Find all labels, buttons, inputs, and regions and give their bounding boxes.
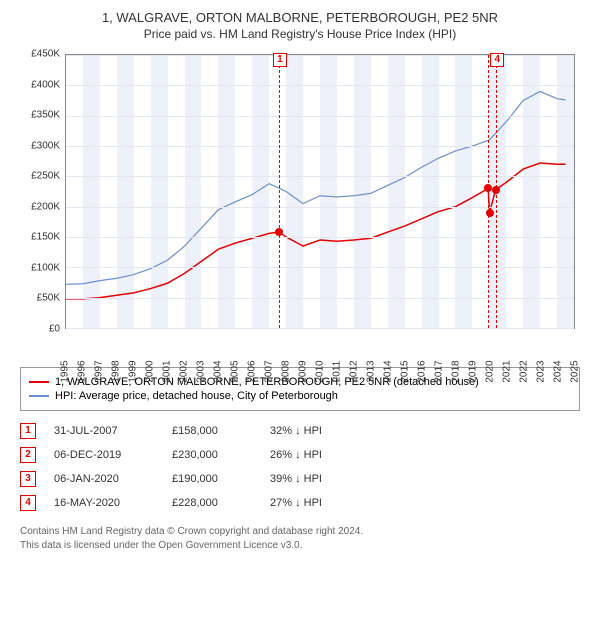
x-tick-label: 2015	[400, 360, 411, 382]
x-tick-label: 2013	[366, 360, 377, 382]
sale-row: 3 06-JAN-2020 £190,000 39% ↓ HPI	[20, 467, 580, 491]
y-tick-label: £450K	[31, 49, 60, 60]
x-tick-label: 2006	[247, 360, 258, 382]
x-tick-label: 2001	[162, 360, 173, 382]
x-tick-label: 2011	[332, 361, 343, 383]
y-tick-label: £300K	[31, 140, 60, 151]
footer: Contains HM Land Registry data © Crown c…	[20, 525, 580, 553]
footer-line: Contains HM Land Registry data © Crown c…	[20, 525, 580, 539]
x-tick-label: 2004	[213, 360, 224, 382]
x-tick-label: 1996	[77, 360, 88, 382]
sale-price: £230,000	[172, 449, 252, 461]
y-tick-label: £150K	[31, 232, 60, 243]
x-tick-label: 2019	[468, 360, 479, 382]
x-tick-label: 2018	[451, 360, 462, 382]
footer-line: This data is licensed under the Open Gov…	[20, 539, 580, 553]
x-tick-label: 1998	[111, 360, 122, 382]
x-tick-label: 2014	[383, 360, 394, 382]
sale-price: £190,000	[172, 473, 252, 485]
x-tick-label: 2012	[349, 360, 360, 382]
y-tick-label: £400K	[31, 79, 60, 90]
y-tick-label: £0	[49, 324, 60, 335]
gridline	[66, 207, 574, 208]
x-tick-label: 2016	[417, 360, 428, 382]
sale-point	[486, 209, 494, 217]
sales-table: 1 31-JUL-2007 £158,000 32% ↓ HPI 2 06-DEC-201…	[20, 419, 580, 515]
x-tick-label: 2023	[536, 360, 547, 382]
legend-item: HPI: Average price, detached house, City…	[29, 390, 571, 402]
x-tick-label: 2005	[230, 360, 241, 382]
sale-price: £158,000	[172, 425, 252, 437]
legend-swatch	[29, 395, 49, 397]
chart: 14 £0£50K£100K£150K£200K£250K£300K£350K£…	[20, 49, 580, 359]
sale-index: 2	[20, 447, 36, 463]
sale-point	[275, 228, 283, 236]
gridline	[66, 116, 574, 117]
sale-delta: 27% ↓ HPI	[270, 497, 370, 509]
sale-point	[492, 186, 500, 194]
x-tick-label: 2002	[179, 360, 190, 382]
sale-date: 16-MAY-2020	[54, 497, 154, 509]
x-tick-label: 2008	[281, 360, 292, 382]
chart-title: 1, WALGRAVE, ORTON MALBORNE, PETERBOROUG…	[8, 10, 592, 25]
gridline	[66, 85, 574, 86]
series-line	[66, 163, 566, 299]
sale-row: 1 31-JUL-2007 £158,000 32% ↓ HPI	[20, 419, 580, 443]
sale-price: £228,000	[172, 497, 252, 509]
sale-index: 3	[20, 471, 36, 487]
legend-swatch	[29, 381, 49, 383]
sale-delta: 32% ↓ HPI	[270, 425, 370, 437]
x-tick-label: 2009	[298, 360, 309, 382]
x-tick-label: 1995	[60, 360, 71, 382]
y-tick-label: £50K	[37, 293, 60, 304]
sale-date: 06-DEC-2019	[54, 449, 154, 461]
sale-index: 1	[20, 423, 36, 439]
gridline	[66, 146, 574, 147]
marker-box: 4	[490, 53, 504, 67]
x-tick-label: 2000	[145, 360, 156, 382]
sale-index: 4	[20, 495, 36, 511]
x-tick-label: 2017	[434, 360, 445, 382]
y-tick-label: £200K	[31, 201, 60, 212]
x-tick-label: 2010	[315, 360, 326, 382]
sale-delta: 26% ↓ HPI	[270, 449, 370, 461]
gridline	[66, 298, 574, 299]
y-tick-label: £250K	[31, 171, 60, 182]
x-tick-label: 2021	[502, 360, 513, 382]
x-tick-label: 1997	[94, 360, 105, 382]
x-tick-label: 2022	[519, 360, 530, 382]
legend-label: HPI: Average price, detached house, City…	[55, 390, 338, 402]
sale-row: 4 16-MAY-2020 £228,000 27% ↓ HPI	[20, 491, 580, 515]
marker-box: 1	[273, 53, 287, 67]
sale-date: 31-JUL-2007	[54, 425, 154, 437]
y-tick-label: £350K	[31, 110, 60, 121]
x-tick-label: 2020	[485, 360, 496, 382]
gridline	[66, 237, 574, 238]
sale-date: 06-JAN-2020	[54, 473, 154, 485]
plot-area: 14	[65, 54, 575, 329]
gridline	[66, 176, 574, 177]
sale-delta: 39% ↓ HPI	[270, 473, 370, 485]
x-tick-label: 2007	[264, 360, 275, 382]
gridline	[66, 267, 574, 268]
y-tick-label: £100K	[31, 262, 60, 273]
x-tick-label: 2003	[196, 360, 207, 382]
x-tick-label: 1999	[128, 360, 139, 382]
x-tick-label: 2024	[553, 360, 564, 382]
sale-row: 2 06-DEC-2019 £230,000 26% ↓ HPI	[20, 443, 580, 467]
x-tick-label: 2025	[570, 360, 581, 382]
reference-line	[279, 55, 280, 328]
gridline	[66, 328, 574, 329]
chart-subtitle: Price paid vs. HM Land Registry's House …	[8, 27, 592, 41]
